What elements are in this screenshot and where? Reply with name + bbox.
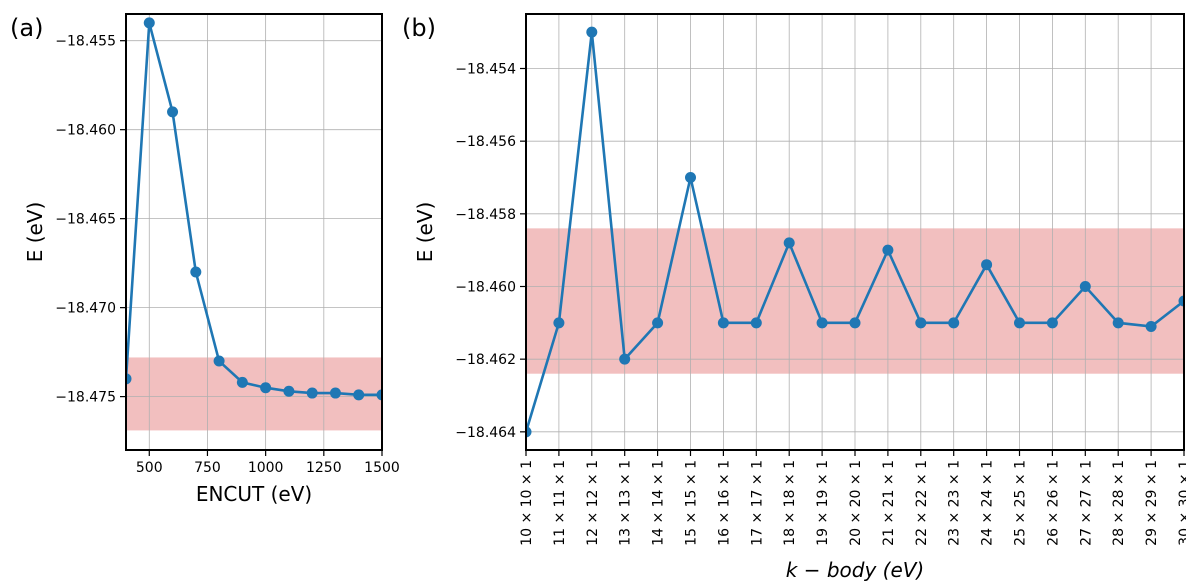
panel-b-label: (b) <box>402 14 436 42</box>
panel-b-x-tick-label: 10 × 10 × 1 <box>519 460 535 546</box>
panel-b-x-tick-label: 19 × 19 × 1 <box>815 460 831 546</box>
panel-a-frame <box>125 13 383 451</box>
panel-b-data-point <box>948 317 960 329</box>
panel-b: (b) 10 × 10 × 1 11 × 11 × 1 12 × 12 × 1 13 … <box>402 13 1186 582</box>
panel-b-data-point <box>1112 317 1124 329</box>
panel-b-x-tick-label: 14 × 14 × 1 <box>651 460 667 546</box>
panel-b-x-tick-label: 26 × 26 × 1 <box>1045 460 1061 546</box>
panel-b-y-tick-label: −18.456 <box>455 134 516 150</box>
panel-b-x-tick-label: 15 × 15 × 1 <box>684 460 700 546</box>
panel-b-data-point <box>750 317 762 329</box>
panel-b-x-tick-label: 13 × 13 × 1 <box>618 460 634 546</box>
panel-b-data-point <box>981 259 993 271</box>
panel-b-y-tick-label: −18.458 <box>455 207 516 223</box>
panel-a-data-point <box>167 106 179 118</box>
panel-a-data-point <box>236 376 248 388</box>
panel-b-data-point <box>652 317 664 329</box>
panel-a-y-tick-label: −18.470 <box>55 301 116 317</box>
panel-a-data-point <box>329 387 341 399</box>
panel-b-data-point <box>526 426 532 438</box>
panel-b-data-point <box>1079 281 1091 292</box>
panel-a-data-point <box>126 373 132 385</box>
panel-b-x-tick-label: 20 × 20 × 1 <box>848 460 864 546</box>
panel-a-x-tick-label: 500 <box>136 460 163 476</box>
panel-a-data-point <box>143 17 155 29</box>
panel-a-x-tick-label: 750 <box>194 460 221 476</box>
panel-b-data-point <box>553 317 565 329</box>
panel-a-data-point <box>306 387 318 399</box>
panel-a: (a) 500 750 1000 1250 1500 −18.455 −18.460 −18.… <box>10 13 400 506</box>
panel-b-data-point <box>619 353 631 365</box>
panel-a-data-point <box>190 266 202 278</box>
panel-b-x-tick-label: 16 × 16 × 1 <box>716 460 732 546</box>
panel-b-x-tick-label: 29 × 29 × 1 <box>1144 460 1160 546</box>
panel-b-xlabel: k − body (eV) <box>786 558 924 582</box>
panel-b-y-tick-label: −18.462 <box>455 352 516 368</box>
panel-b-data-point <box>685 172 696 183</box>
panel-b-x-tick-label: 27 × 27 × 1 <box>1078 460 1094 546</box>
panel-b-x-tick-label: 17 × 17 × 1 <box>749 460 765 546</box>
panel-b-x-tick-label: 30 × 30 × 1 <box>1177 460 1186 546</box>
panel-a-label: (a) <box>10 14 43 42</box>
panel-b-x-tick-label: 21 × 21 × 1 <box>881 460 897 546</box>
panel-b-data-point <box>783 237 795 249</box>
panel-b-data-point <box>586 26 598 38</box>
panel-b-data-point <box>882 244 894 256</box>
panel-a-data-point <box>353 389 365 401</box>
panel-b-x-tick-label: 12 × 12 × 1 <box>585 460 601 546</box>
panel-a-x-tick-label: 1500 <box>364 460 400 476</box>
panel-a-ylabel: E (eV) <box>23 202 47 263</box>
panel-a-y-tick-label: −18.475 <box>55 390 116 406</box>
panel-b-y-tick-label: −18.454 <box>455 62 516 78</box>
panel-a-data-point <box>260 382 272 394</box>
panel-b-data-point <box>1014 317 1025 329</box>
panel-a-x-tick-label: 1250 <box>306 460 342 476</box>
panel-a-series-line <box>126 22 382 397</box>
panel-a-y-tick-label: −18.455 <box>55 34 116 50</box>
panel-b-x-tick-label: 22 × 22 × 1 <box>914 460 930 546</box>
panel-a-data-point <box>213 355 225 367</box>
panel-b-x-tick-label: 11 × 11 × 1 <box>552 460 568 546</box>
panel-b-ylabel: E (eV) <box>413 202 437 263</box>
panel-b-x-tick-label: 23 × 23 × 1 <box>947 460 963 546</box>
panel-a-xlabel: ENCUT (eV) <box>196 482 312 506</box>
panel-b-x-tick-label: 18 × 18 × 1 <box>782 460 798 546</box>
panel-b-data-point <box>717 317 729 329</box>
panel-a-x-tick-label: 1000 <box>248 460 284 476</box>
panel-a-y-tick-label: −18.465 <box>55 212 116 228</box>
panel-b-data-point <box>1145 320 1157 332</box>
panel-b-x-tick-label: 28 × 28 × 1 <box>1111 460 1127 546</box>
panel-b-data-point <box>1178 295 1184 307</box>
panel-a-y-tick-label: −18.460 <box>55 123 116 139</box>
panel-a-data-point <box>283 385 295 397</box>
panel-b-y-tick-label: −18.464 <box>455 425 516 441</box>
panel-b-data-point <box>816 317 828 329</box>
panel-b-x-tick-label: 24 × 24 × 1 <box>980 460 996 546</box>
panel-b-data-point <box>1046 317 1058 329</box>
panel-a-data-point <box>376 389 382 401</box>
panel-b-data-point <box>915 317 927 329</box>
panel-b-data-point <box>849 317 861 329</box>
panel-b-y-tick-label: −18.460 <box>455 280 516 296</box>
panel-b-x-tick-label: 25 × 25 × 1 <box>1013 460 1029 546</box>
